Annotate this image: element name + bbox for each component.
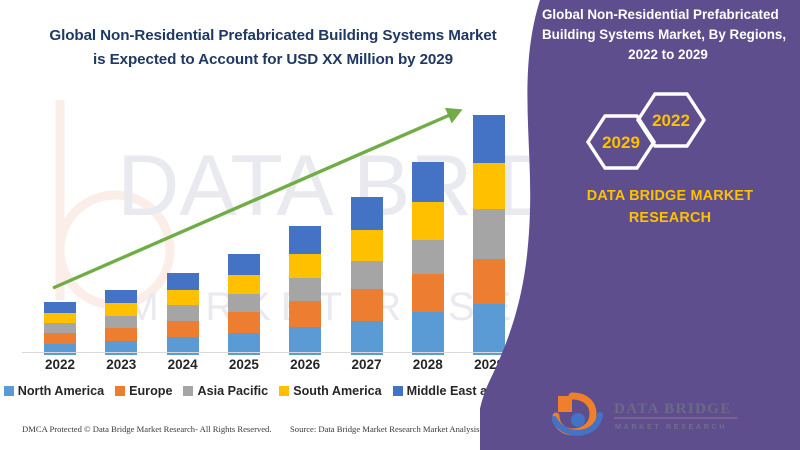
bar-segment-middle-east-and-africa	[289, 226, 322, 254]
brand-line2: RESEARCH	[628, 210, 712, 226]
legend-item-south-america[interactable]: South America	[279, 384, 382, 398]
bar-segment-middle-east-and-africa	[473, 115, 506, 163]
x-tick-2024: 2024	[167, 357, 198, 372]
chart-title-line1: Global Non-Residential Prefabricated Bui…	[49, 27, 497, 44]
bar-segment-north-america	[44, 343, 76, 355]
side-panel-title-line2: Building Systems Market, By Regions,	[542, 27, 787, 42]
bar-2022	[44, 302, 76, 355]
bar-segment-asia-pacific	[411, 239, 444, 274]
footer-source: Source: Data Bridge Market Research Mark…	[290, 424, 522, 434]
legend-swatch-icon	[279, 386, 290, 396]
legend-item-north-america[interactable]: North America	[3, 384, 105, 398]
bar-segment-north-america	[227, 332, 260, 355]
bar-segment-europe	[289, 301, 322, 327]
bar-segment-asia-pacific	[350, 260, 383, 290]
bar-segment-asia-pacific	[44, 322, 76, 333]
legend-label: Europe	[129, 384, 173, 398]
legend-swatch-icon	[115, 386, 126, 396]
bar-2029	[473, 115, 506, 355]
bar-segment-europe	[44, 332, 76, 344]
hexagon-label-2022: 2022	[652, 111, 690, 130]
chart-panel: Global Non-Residential Prefabricated Bui…	[0, 24, 560, 444]
bar-segment-asia-pacific	[289, 278, 322, 302]
stacked-bar-plot	[0, 90, 545, 355]
hexagon-badges: 2029 2022	[585, 92, 707, 170]
bar-segment-middle-east-and-africa	[350, 197, 383, 231]
chart-title: Global Non-Residential Prefabricated Bui…	[18, 24, 528, 72]
bar-segment-south-america	[473, 162, 506, 210]
logo-wordmark: DATA BRIDGE	[614, 401, 732, 417]
bar-2023	[105, 290, 138, 355]
bar-segment-europe	[411, 274, 444, 313]
legend-label: Asia Pacific	[197, 384, 269, 398]
bar-segment-north-america	[473, 304, 506, 355]
x-tick-2022: 2022	[44, 357, 76, 372]
bar-segment-south-america	[166, 290, 199, 306]
chart-legend: North America Europe Asia Pacific South Ame…	[0, 384, 545, 398]
bar-segment-south-america	[44, 312, 76, 323]
side-panel-title-line3: 2022 to 2029	[628, 47, 708, 62]
bar-segment-europe	[227, 312, 260, 333]
bar-segment-middle-east-and-africa	[105, 290, 138, 304]
legend-swatch-icon	[392, 386, 403, 396]
legend-swatch-icon	[183, 386, 194, 396]
bar-segment-middle-east-and-africa	[411, 161, 444, 203]
bar-2027	[350, 197, 383, 355]
bar-segment-south-america	[289, 253, 322, 279]
hexagon-badge-2029: 2029	[585, 114, 657, 170]
x-tick-2026: 2026	[290, 357, 321, 372]
legend-item-europe[interactable]: Europe	[115, 384, 172, 398]
bar-segment-asia-pacific	[166, 305, 199, 321]
bar-segment-middle-east-and-africa	[227, 253, 260, 276]
legend-label: North America	[17, 384, 105, 398]
bar-segment-asia-pacific	[473, 209, 506, 259]
bar-2026	[289, 226, 322, 355]
bar-segment-europe	[350, 289, 383, 321]
x-axis-labels: 2022 2023 2024 2025 2026 2027 2028 2029	[0, 357, 545, 381]
footer-copyright: DMCA Protected © Data Bridge Market Rese…	[22, 424, 272, 434]
bar-segment-north-america	[289, 326, 322, 355]
hexagon-label-2029: 2029	[602, 133, 640, 152]
bar-segment-north-america	[166, 336, 199, 355]
logo-subtitle: MARKET RESEARCH	[615, 422, 727, 431]
bar-segment-europe	[105, 327, 138, 341]
axis-baseline	[22, 352, 532, 353]
bar-segment-south-america	[105, 303, 138, 316]
legend-item-asia-pacific[interactable]: Asia Pacific	[183, 384, 268, 398]
side-panel-title: Global Non-Residential Prefabricated Bui…	[542, 5, 794, 65]
bar-segment-north-america	[105, 340, 138, 355]
bar-segment-europe	[166, 320, 199, 337]
footer: DMCA Protected © Data Bridge Market Rese…	[0, 424, 560, 444]
bar-segment-south-america	[227, 275, 260, 295]
bar-segment-middle-east-and-africa	[166, 273, 199, 291]
bar-segment-north-america	[350, 320, 383, 355]
side-panel-content: Global Non-Residential Prefabricated Bui…	[480, 0, 800, 450]
brand-name: DATA BRIDGE MARKET RESEARCH	[550, 185, 790, 229]
bar-segment-europe	[473, 258, 506, 305]
side-panel-title-line1: Global Non-Residential Prefabricated	[542, 7, 779, 22]
dbmr-logo: DATA BRIDGE MARKET RESEARCH	[552, 392, 737, 436]
bar-segment-south-america	[411, 202, 444, 240]
chart-title-line2: is Expected to Account for USD XX Millio…	[93, 51, 453, 68]
side-panel: Global Non-Residential Prefabricated Bui…	[480, 0, 800, 450]
bar-2028	[411, 161, 444, 355]
legend-swatch-icon	[3, 386, 14, 396]
x-tick-2028: 2028	[412, 357, 443, 372]
brand-line1: DATA BRIDGE MARKET	[586, 188, 754, 204]
hexagon-badge-2022: 2022	[635, 92, 707, 148]
bar-2024	[166, 273, 199, 355]
bar-segment-north-america	[411, 312, 444, 355]
x-tick-2027: 2027	[351, 357, 382, 372]
bar-segment-asia-pacific	[227, 294, 260, 313]
bar-2025	[227, 253, 260, 355]
bar-segment-south-america	[350, 230, 383, 261]
bar-segment-middle-east-and-africa	[44, 302, 76, 313]
x-tick-2023: 2023	[106, 357, 137, 372]
x-tick-2025: 2025	[228, 357, 259, 372]
legend-label: South America	[293, 384, 382, 398]
logo-mark-icon	[552, 392, 603, 436]
bar-segment-asia-pacific	[105, 315, 138, 328]
